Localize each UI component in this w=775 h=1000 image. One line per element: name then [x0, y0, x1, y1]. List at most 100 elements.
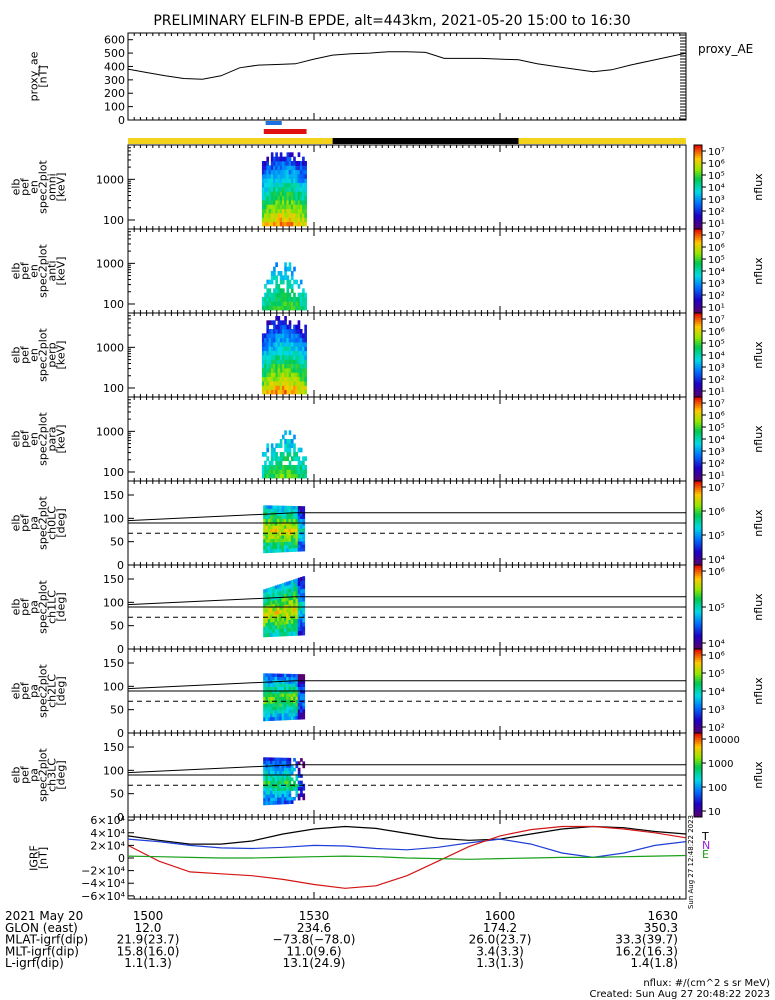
spectrogram-pixel	[286, 217, 290, 223]
pitch-angle-ytick-label: 50	[110, 620, 124, 633]
spectrogram-colorbar-cell	[694, 172, 702, 175]
spectrogram-pixel	[268, 174, 272, 179]
spectrogram-pixel	[290, 275, 294, 281]
pitch-angle-pixel	[293, 528, 296, 533]
pitch-angle-ylabel-line: pa	[28, 600, 41, 614]
footer-row-value: 15.8(16.0)	[117, 944, 180, 958]
spectrogram-colorbar-cell	[694, 266, 702, 270]
pitch-angle-pixel	[283, 767, 287, 772]
pitch-angle-pixel	[300, 614, 303, 619]
pitch-angle-pixel	[277, 690, 280, 694]
pitch-angle-pixel	[270, 690, 273, 695]
pitch-angle-pixel	[281, 535, 285, 540]
pitch-angle-pixel	[286, 709, 289, 714]
spectrogram-pixel	[282, 381, 285, 386]
pitch-angle-colorbar-cell	[694, 684, 702, 688]
spectrogram-pixel	[264, 187, 267, 192]
spectrogram-pixel	[266, 174, 270, 179]
spectrogram-colorbar-cell	[694, 432, 702, 436]
spectrogram-pixel	[297, 460, 301, 466]
spectrogram-pixel	[302, 350, 305, 356]
spectrogram-pixel	[297, 363, 301, 369]
spectrogram-colorbar-cell	[694, 239, 702, 243]
pitch-angle-pixel	[293, 690, 296, 694]
spectrogram-ylabel-line: pef	[19, 177, 32, 196]
spectrogram-colorbar-cell	[694, 241, 702, 245]
pitch-angle-pixel	[288, 680, 292, 685]
pitch-angle-colorbar-cell	[694, 804, 702, 807]
pitch-angle-pixel	[297, 686, 301, 691]
pitch-angle-pixel	[290, 686, 294, 691]
pitch-angle-pixel	[288, 623, 292, 629]
spectrogram-pixel	[302, 342, 305, 347]
pitch-angle-pixel	[288, 580, 292, 586]
spectrogram-pixel	[297, 368, 301, 373]
spectrogram-pixel	[261, 305, 265, 311]
spectrogram-colorbar-cell	[694, 359, 702, 362]
spectrogram-pixel	[302, 169, 305, 175]
pitch-angle-pixel	[290, 531, 294, 536]
pitch-angle-pixel	[267, 686, 271, 691]
spectrogram-pixel	[277, 305, 281, 311]
pitch-angle-colorbar-cell	[694, 508, 702, 511]
igrf-series-Bz	[127, 825, 687, 889]
pitch-angle-pixel	[274, 713, 278, 718]
spectrogram-pixel	[302, 301, 305, 307]
pitch-angle-pixel	[290, 591, 294, 597]
pitch-angle-pixel	[300, 525, 303, 530]
pitch-angle-pixel	[279, 613, 283, 618]
spectrogram-pixel	[284, 324, 287, 330]
igrf-timestamp: Sun Aug 27 12:48:22 2023	[687, 815, 695, 909]
spectrogram-pixel	[270, 161, 274, 166]
pitch-angle-colorbar-cell	[694, 764, 702, 768]
pitch-angle-pixel	[288, 525, 292, 530]
pitch-angle-pixel	[267, 781, 271, 785]
pitch-angle-pixel	[267, 784, 271, 789]
pitch-angle-pixel	[270, 683, 273, 688]
pitch-angle-pixel	[283, 509, 287, 513]
pitch-angle-pixel	[272, 797, 276, 802]
spectrogram-pixel	[288, 262, 292, 268]
spectrogram-pixel	[264, 381, 267, 386]
pitch-angle-pixel	[302, 515, 306, 520]
spectrogram-pixel	[261, 372, 265, 378]
pitch-angle-pixel	[265, 633, 269, 638]
pitch-angle-pixel	[267, 770, 271, 775]
pitch-angle-colorbar-label: nflux	[752, 677, 765, 705]
spectrogram-pixel	[270, 169, 274, 175]
spectrogram-pixel	[288, 195, 292, 201]
spectrogram-pixel	[275, 385, 278, 391]
spectrogram-pixel	[299, 301, 303, 307]
spectrogram-pixel	[302, 178, 305, 184]
pitch-angle-pixel	[270, 586, 273, 591]
pitch-angle-pixel	[293, 509, 296, 513]
pitch-angle-pixel	[302, 528, 306, 533]
pitch-angle-pixel	[286, 716, 289, 721]
spectrogram-pixel	[288, 350, 292, 356]
spectrogram-pixel	[299, 297, 303, 302]
spectrogram-pixel	[261, 465, 265, 470]
pitch-angle-pixel	[274, 706, 278, 711]
pitch-angle-pixel	[265, 508, 269, 513]
spectrogram-pixel	[270, 337, 274, 343]
pitch-angle-pixel	[281, 787, 285, 792]
pitch-angle-colorbar-cell	[694, 483, 702, 486]
spectrogram-pixel	[299, 368, 303, 373]
spectrogram-pixel	[284, 333, 287, 339]
pitch-angle-pixel	[297, 631, 301, 636]
pitch-angle-pixel	[286, 597, 289, 602]
pitch-angle-pixel	[286, 797, 289, 801]
pitch-angle-pixel	[263, 525, 266, 530]
spectrogram-pixel	[284, 262, 287, 268]
pitch-angle-pixel	[288, 690, 292, 694]
pitch-angle-colorbar-cell	[694, 722, 702, 726]
pitch-angle-pixel	[272, 676, 276, 681]
pitch-angle-pixel	[302, 674, 306, 678]
spectrogram-pixel	[282, 465, 285, 470]
pitch-angle-colorbar-cell	[694, 609, 702, 612]
spectrogram-pixel	[284, 195, 287, 201]
pitch-angle-pixel	[274, 542, 278, 547]
pitch-angle-pixel	[272, 801, 276, 805]
spectrogram-pixel	[277, 324, 281, 330]
pitch-angle-pixel	[279, 683, 283, 688]
